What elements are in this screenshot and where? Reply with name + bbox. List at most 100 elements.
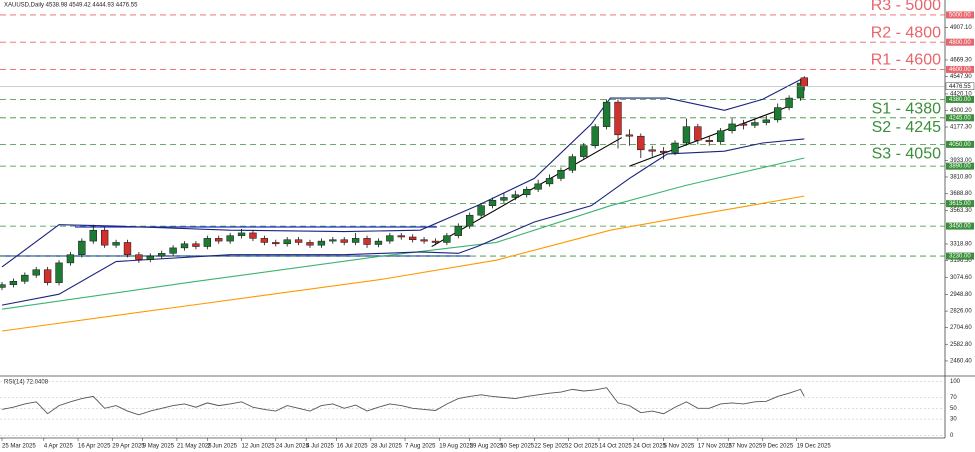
y-tick-label: 50 <box>950 406 957 412</box>
level-annotation: R2 - 4800 <box>871 24 941 41</box>
level-tag: 4245.00 <box>949 115 971 121</box>
y-tick-label: 3688.80 <box>950 191 972 197</box>
level-tag: 3450.00 <box>949 224 971 230</box>
overlay-line <box>1 157 805 310</box>
level-tag: 4380.00 <box>949 97 971 103</box>
y-tick-label: 2826.00 <box>950 309 972 315</box>
y-tick-label: 0 <box>950 433 954 439</box>
x-tick-label: 10 Sep 2025 <box>500 444 535 450</box>
y-tick-label: 3933.00 <box>950 158 972 164</box>
x-tick-label: 16 Apr 2025 <box>78 444 111 450</box>
x-tick-label: 12 Jun 2025 <box>242 444 276 450</box>
level-tag: 3230.00 <box>949 254 971 260</box>
x-tick-label: 4 Jul 2025 <box>306 444 334 450</box>
y-tick-label: 2460.40 <box>950 358 972 364</box>
candle-body <box>351 238 360 243</box>
price-tag-box <box>945 82 975 91</box>
candle-body <box>203 238 212 247</box>
y-tick-label: 4300.20 <box>950 108 972 114</box>
x-tick-label: 22 Sep 2025 <box>534 444 569 450</box>
x-tick-label: 14 Oct 2025 <box>599 444 632 450</box>
candle-body <box>420 239 428 242</box>
candle-body <box>659 150 668 153</box>
candle-body <box>408 236 417 240</box>
level-tag-box <box>946 38 974 46</box>
x-tick-label: 19 Dec 2025 <box>797 444 832 450</box>
x-tick-label: 9 May 2025 <box>143 444 175 450</box>
candle-body <box>9 281 18 285</box>
candle-body <box>637 135 645 151</box>
candle-body <box>488 199 497 206</box>
candle-body <box>500 197 508 201</box>
candle-body <box>602 101 611 127</box>
candle-body <box>386 235 394 242</box>
level-annotation: S3 - 4050 <box>872 146 941 163</box>
candle-body <box>146 255 154 260</box>
candle-body <box>545 178 554 185</box>
x-tick-label: 28 Jul 2025 <box>371 444 403 450</box>
y-tick-label: 4547.90 <box>950 74 972 80</box>
level-tag: 4050.00 <box>949 142 971 148</box>
candle-body <box>260 238 269 243</box>
candle-body <box>180 243 189 249</box>
level-tag-box <box>946 222 974 230</box>
candle-body <box>511 194 519 198</box>
candle-body <box>614 101 622 136</box>
x-tick-label: 4 Apr 2025 <box>44 444 74 450</box>
candle-body <box>751 122 759 126</box>
candle-body <box>123 242 132 255</box>
candle-body <box>625 134 634 137</box>
y-tick-label: 4907.10 <box>950 25 972 31</box>
candle-body <box>716 130 725 142</box>
level-tag: 4800.00 <box>949 40 971 46</box>
y-tick-label: 3563.30 <box>950 208 972 214</box>
level-tag: 5000.00 <box>949 13 971 19</box>
rsi-title: RSI(14) 72.0408 <box>4 380 49 386</box>
x-tick-label: 2 Jun 2025 <box>207 444 237 450</box>
candle-body <box>329 239 337 242</box>
level-tag: 3890.00 <box>949 164 971 170</box>
candle-body <box>0 284 6 288</box>
candle-body <box>226 235 234 242</box>
x-tick-label: 7 Aug 2025 <box>405 444 436 450</box>
candle-body <box>66 254 75 264</box>
candle-body <box>534 183 542 190</box>
candle-body <box>294 239 303 243</box>
y-tick-label: 30 <box>950 417 957 423</box>
overlay-line <box>1 195 805 332</box>
candle-body <box>215 238 223 242</box>
y-tick-label: 2704.60 <box>950 325 972 331</box>
price-tag: 4476.55 <box>949 84 971 90</box>
y-tick-label: 2948.80 <box>950 292 972 298</box>
y-tick-label: 3318.80 <box>950 242 972 248</box>
candle-body <box>728 123 736 131</box>
candle-body <box>739 123 748 126</box>
candle-body <box>591 126 599 146</box>
x-tick-label: 29 Apr 2025 <box>112 444 145 450</box>
candle-body <box>800 77 808 87</box>
candle-body <box>774 107 782 121</box>
level-tag-box <box>946 114 974 122</box>
candle-body <box>283 239 291 245</box>
level-tag-box <box>946 200 974 208</box>
x-tick-label: 21 May 2025 <box>177 444 212 450</box>
candle-body <box>431 240 440 243</box>
candle-body <box>135 254 143 260</box>
x-tick-label: 16 Jul 2025 <box>337 444 369 450</box>
rsi-line <box>1 387 805 416</box>
y-tick-label: 100 <box>950 379 961 385</box>
level-tag-box <box>946 65 974 73</box>
candle-body <box>397 235 405 238</box>
level-tag-box <box>946 140 974 148</box>
y-tick-label: 2582.80 <box>950 342 972 348</box>
overlay-line <box>1 138 805 306</box>
x-tick-label: 9 Dec 2025 <box>762 444 793 450</box>
y-tick-label: 70 <box>950 395 957 401</box>
candle-body <box>785 97 793 108</box>
candle-body <box>523 189 531 196</box>
candle-body <box>762 119 770 123</box>
x-tick-label: 29 Aug 2025 <box>470 444 504 450</box>
level-tag: 3615.00 <box>949 201 971 207</box>
